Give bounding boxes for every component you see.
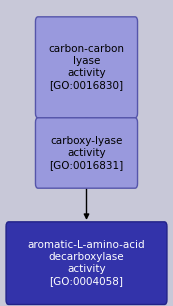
Text: carbon-carbon
lyase
activity
[GO:0016830]: carbon-carbon lyase activity [GO:0016830… <box>48 44 125 90</box>
FancyBboxPatch shape <box>6 222 167 304</box>
FancyBboxPatch shape <box>35 118 138 188</box>
Text: aromatic-L-amino-acid
decarboxylase
activity
[GO:0004058]: aromatic-L-amino-acid decarboxylase acti… <box>28 240 145 286</box>
FancyBboxPatch shape <box>35 17 138 118</box>
Text: carboxy-lyase
activity
[GO:0016831]: carboxy-lyase activity [GO:0016831] <box>49 136 124 170</box>
